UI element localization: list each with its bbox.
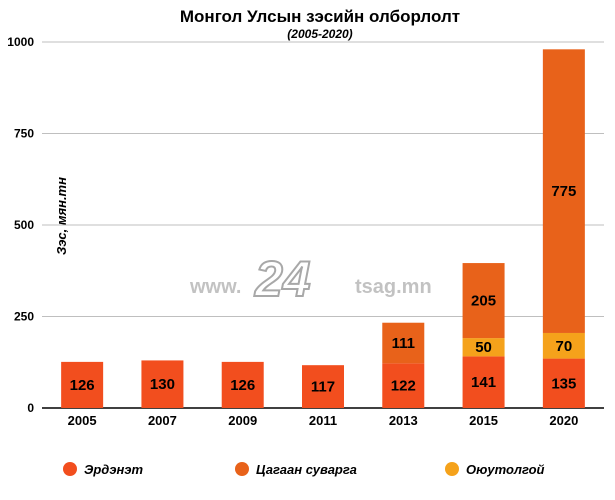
y-tick-label: 0 (27, 401, 34, 415)
data-label: 70 (556, 338, 573, 355)
x-tick-labels: 2005 2007 2009 2011 2013 2015 2020 (68, 413, 579, 428)
x-tick-label: 2005 (68, 413, 97, 428)
legend-label: Оюутолгой (466, 462, 545, 477)
watermark-number: 24 (254, 251, 311, 307)
bar-segment (382, 363, 425, 408)
watermark-suffix: tsag.mn (355, 276, 432, 298)
x-tick-label: 2015 (469, 413, 498, 428)
y-tick-labels: 0 250 500 750 1000 (7, 35, 34, 415)
legend-marker (63, 462, 77, 476)
watermark-prefix: www. (189, 276, 241, 298)
bar-segment (462, 338, 505, 357)
gridlines (42, 41, 604, 409)
bar-segment (221, 361, 264, 408)
legend-marker (235, 462, 249, 476)
x-tick-label: 2011 (309, 413, 337, 428)
bar-segment (302, 365, 344, 408)
bar-segment (382, 322, 425, 364)
x-tick-label: 2013 (389, 413, 418, 428)
data-labels: 126 130 126 117 122 111 141 50 205 135 70 775 (70, 183, 577, 395)
x-tick-label: 2020 (549, 413, 578, 428)
data-label: 111 (392, 335, 415, 352)
y-tick-label: 750 (14, 127, 34, 141)
bar-segment (542, 358, 585, 408)
data-label: 50 (475, 339, 492, 356)
bar-segment (61, 361, 104, 408)
legend-label: Эрдэнэт (84, 462, 144, 477)
bar-segment (542, 332, 585, 359)
y-axis-label: Зэс, мян.тн (54, 177, 69, 255)
data-label: 141 (471, 374, 496, 391)
legend-label: Цагаан суварга (256, 462, 357, 477)
bar-segment (462, 356, 505, 408)
legend: Эрдэнэт Цагаан суварга Оюутолгой (63, 462, 545, 477)
bar-segment (141, 360, 184, 408)
watermark-tagline: ХОЛБООТОЙ БАЙ (254, 295, 344, 308)
chart-subtitle: (2005-2020) (287, 27, 352, 41)
legend-marker (445, 462, 459, 476)
data-label: 126 (230, 377, 255, 394)
watermark-logo: www. 24 tsag.mn ХОЛБООТОЙ БАЙ (189, 250, 432, 308)
x-tick-label: 2007 (148, 413, 177, 428)
data-label: 122 (391, 378, 416, 395)
bar-segment (542, 49, 585, 333)
y-tick-label: 1000 (7, 35, 34, 49)
data-label: 126 (70, 377, 95, 394)
x-tick-label: 2009 (228, 413, 257, 428)
y-tick-label: 250 (14, 310, 34, 324)
data-label: 130 (150, 376, 175, 393)
data-label: 135 (551, 375, 576, 392)
bars (61, 49, 585, 408)
y-tick-label: 500 (14, 218, 34, 232)
bar-segment (462, 263, 505, 339)
data-label: 205 (471, 293, 496, 310)
data-label: 117 (311, 379, 335, 396)
data-label: 775 (551, 183, 576, 200)
chart-title: Монгол Улсын зэсийн олборлолт (180, 7, 460, 26)
